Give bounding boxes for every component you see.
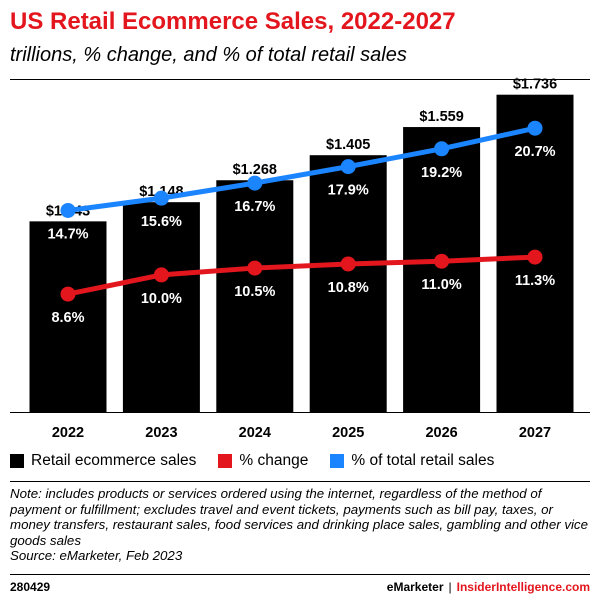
note-text: Note: includes products or services orde… — [10, 486, 588, 548]
bar-value-label-2027: $1.736 — [513, 77, 557, 93]
change-point-2023 — [153, 267, 169, 283]
share-point-2023 — [153, 190, 169, 206]
x-tick-label-2024: 2024 — [239, 425, 271, 441]
legend-label-sales: Retail ecommerce sales — [31, 452, 197, 469]
x-tick-label-2023: 2023 — [145, 425, 177, 441]
change-point-2026 — [434, 253, 450, 269]
share-value-label-2025: 17.9% — [328, 183, 369, 199]
chart-subtitle: trillions, % change, and % of total reta… — [10, 44, 407, 66]
bar-value-label-2026: $1.559 — [419, 109, 463, 125]
legend-item-change: % change — [218, 452, 308, 470]
brand-separator: | — [448, 580, 452, 594]
bar-value-label-2025: $1.405 — [326, 137, 370, 153]
share-line — [65, 125, 538, 213]
legend-swatch-sales — [10, 454, 24, 468]
footer-brand: eMarketer | InsiderIntelligence.com — [387, 580, 590, 594]
share-point-2027 — [527, 120, 543, 136]
bar-2023 — [122, 202, 200, 412]
x-tick-label-2027: 2027 — [519, 425, 551, 441]
share-value-label-2024: 16.7% — [234, 199, 275, 215]
change-value-label-2026: 11.0% — [421, 277, 461, 293]
change-value-label-2025: 10.8% — [328, 280, 369, 296]
legend-label-share: % of total retail sales — [351, 452, 495, 469]
x-tick-label-2025: 2025 — [332, 425, 364, 441]
share-value-label-2027: 20.7% — [514, 144, 555, 160]
brand-name: eMarketer — [386, 580, 444, 594]
chart-canvas: $1.043$1.148$1.268$1.405$1.559$1.7362022… — [10, 77, 590, 441]
share-value-label-2026: 19.2% — [421, 165, 462, 181]
x-tick-label-2026: 2026 — [425, 425, 457, 441]
legend-item-share: % of total retail sales — [330, 452, 494, 470]
share-point-2025 — [340, 159, 356, 175]
x-tick-label-2022: 2022 — [52, 425, 84, 441]
brand-site-link[interactable]: InsiderIntelligence.com — [456, 580, 590, 594]
share-value-label-2022: 14.7% — [47, 226, 88, 242]
bar-2024 — [216, 180, 294, 412]
change-point-2022 — [60, 286, 76, 302]
change-point-2024 — [247, 260, 263, 276]
share-point-2022 — [60, 202, 76, 218]
change-line — [65, 254, 538, 297]
bar-2025 — [309, 155, 387, 413]
change-value-label-2023: 10.0% — [141, 291, 182, 307]
legend-swatch-change — [218, 454, 233, 468]
legend-label-change: % change — [239, 452, 309, 469]
legend-item-sales: Retail ecommerce sales — [10, 452, 196, 470]
legend-swatch-share — [330, 454, 345, 468]
bar-2026 — [403, 127, 481, 413]
change-value-label-2027: 11.3% — [515, 273, 555, 289]
share-point-2024 — [247, 175, 263, 191]
chart-title: US Retail Ecommerce Sales, 2022-2027 — [10, 8, 456, 35]
change-point-2027 — [527, 249, 543, 265]
legend: Retail ecommerce sales % change % of tot… — [10, 452, 516, 470]
change-value-label-2024: 10.5% — [234, 284, 275, 300]
change-value-label-2022: 8.6% — [51, 310, 84, 326]
change-point-2025 — [340, 256, 356, 272]
bar-2022 — [29, 221, 107, 412]
chart-id: 280429 — [10, 580, 51, 594]
title-divider — [10, 79, 590, 80]
note-divider — [10, 481, 590, 482]
share-point-2026 — [434, 141, 450, 157]
note: Note: includes products or services orde… — [10, 486, 590, 564]
share-value-label-2023: 15.6% — [141, 214, 182, 230]
note-source: Source: eMarketer, Feb 2023 — [10, 548, 183, 563]
bar-value-label-2024: $1.268 — [233, 162, 277, 178]
footer-divider — [10, 574, 590, 575]
